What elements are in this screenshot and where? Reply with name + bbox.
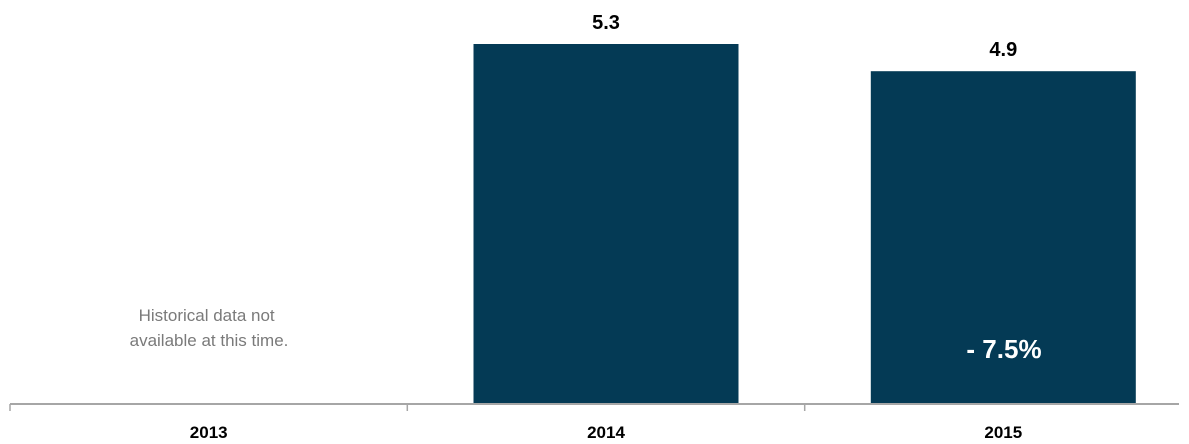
bar-2014 xyxy=(473,44,739,404)
x-axis-ticks xyxy=(9,404,806,411)
missing-data-note-line-2: available at this time. xyxy=(130,331,289,350)
bar-2015 xyxy=(870,71,1136,404)
x-label-2013: 2013 xyxy=(190,423,228,442)
x-axis-labels: 2013 2014 2015 xyxy=(190,423,1022,442)
missing-data-note: Historical data not available at this ti… xyxy=(130,306,289,350)
percent-change-label: - 7.5% xyxy=(966,334,1041,364)
missing-data-note-line-1: Historical data not xyxy=(139,306,275,325)
value-label-2015: 4.9 xyxy=(989,39,1017,61)
x-label-2014: 2014 xyxy=(587,423,625,442)
bars-group xyxy=(473,44,1136,404)
x-label-2015: 2015 xyxy=(984,423,1022,442)
value-label-2014: 5.3 xyxy=(592,12,620,34)
value-labels-group: 5.3 4.9 xyxy=(592,12,1017,61)
